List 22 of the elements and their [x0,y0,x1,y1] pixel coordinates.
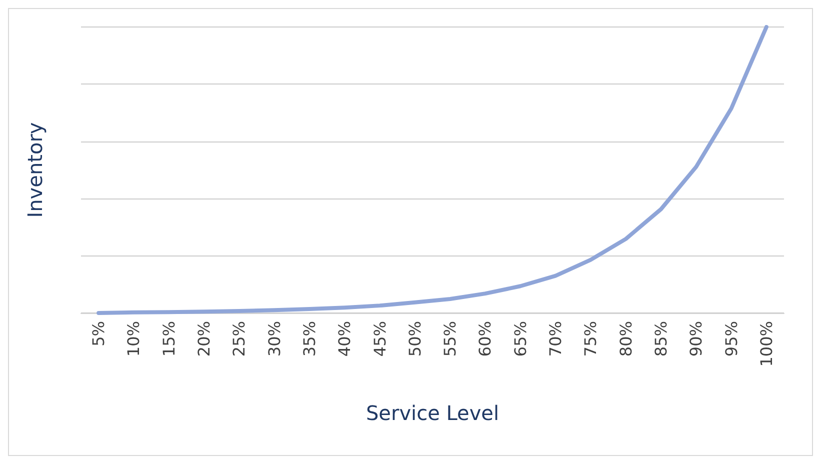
x-tick-label: 95% [722,321,741,357]
x-tick-label: 85% [651,321,670,357]
x-tick-label: 25% [230,321,249,357]
x-tick-label: 50% [405,321,424,357]
x-tick-label: 70% [546,321,566,357]
x-tick-label: 40% [335,321,354,357]
x-tick-label: 55% [440,321,460,357]
x-tick-label: 35% [300,321,319,357]
x-tick-label: 65% [510,321,530,357]
x-tick-label: 10% [124,321,144,357]
y-axis-title: Inventory [23,122,47,218]
x-tick-label: 80% [616,321,636,357]
x-tick-label: 100% [756,321,776,367]
x-tick-label: 45% [370,321,390,357]
x-tick-label: 60% [476,321,495,357]
x-tick-label: 15% [159,321,178,357]
x-tick-label: 30% [264,321,284,357]
x-tick-label: 20% [194,321,214,357]
x-tick-label: 90% [686,321,706,357]
x-axis-title: Service Level [366,401,500,425]
x-tick-label: 75% [581,321,600,357]
x-tick-label: 5% [89,321,108,346]
